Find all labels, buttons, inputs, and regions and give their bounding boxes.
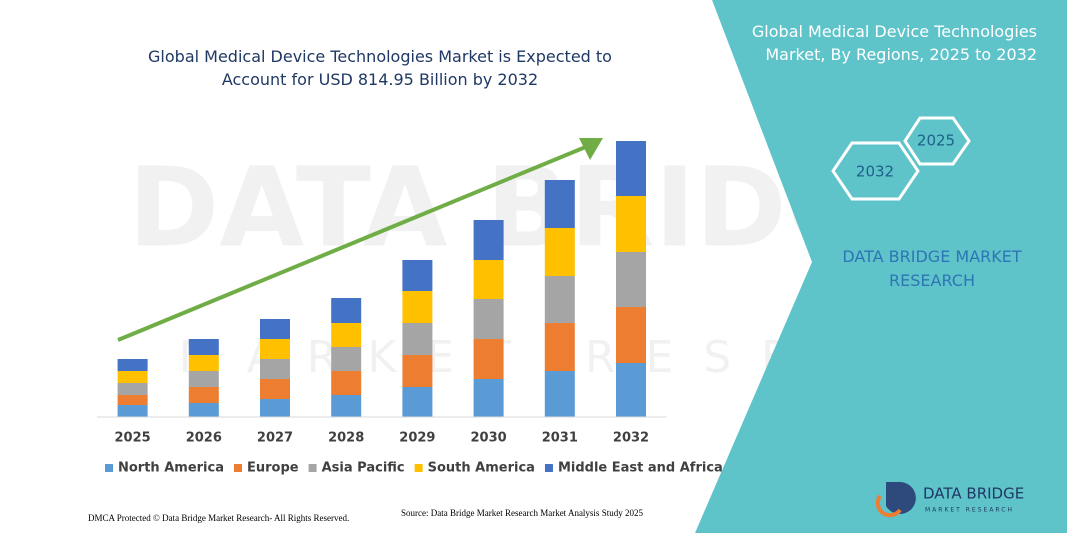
legend-swatch — [308, 464, 317, 472]
chart-title-1: Global Medical Device Technologies Marke… — [148, 47, 612, 89]
bar-segment — [616, 141, 646, 196]
bar-segment — [616, 196, 646, 252]
x-tick-label: 2032 — [613, 431, 649, 446]
bar-segment — [402, 260, 433, 291]
x-tick-label: 2031 — [542, 431, 578, 446]
bar-segment — [188, 387, 219, 403]
legend-label: Asia Pacific — [322, 461, 405, 476]
legend-swatch — [414, 464, 423, 472]
trend-arrowhead — [579, 138, 603, 160]
bar-segment — [260, 319, 290, 339]
x-tick-label: 2029 — [399, 431, 435, 446]
bar-segment — [260, 359, 290, 379]
bar-segment — [331, 347, 362, 371]
bar-segment — [117, 359, 148, 371]
legend-label: South America — [428, 461, 535, 476]
brand: DATA BRIDGE MARKET RESEARCH — [842, 247, 1022, 290]
hex-label: 2032 — [856, 163, 894, 181]
bar-segment — [117, 405, 148, 417]
legend-swatch — [544, 464, 553, 472]
side-panel — [695, 0, 1067, 533]
bar-segment — [402, 323, 433, 355]
bar-segment — [616, 307, 646, 363]
bar-segment — [544, 371, 575, 417]
bar-segment — [117, 371, 148, 383]
bar-segment — [544, 228, 575, 276]
bar-segment — [473, 379, 504, 417]
logo-name: DATA BRIDGE — [923, 485, 1024, 503]
bar-segment — [188, 339, 219, 355]
bar-segment — [544, 180, 575, 228]
bar-segment — [331, 323, 362, 347]
legend-swatch — [105, 464, 113, 472]
x-tick-label: 2027 — [257, 431, 293, 446]
x-tick-label: 2025 — [115, 431, 151, 446]
hexagon — [831, 141, 920, 201]
bar-segment — [402, 355, 433, 387]
bar-segment — [260, 339, 290, 359]
source: Source: Data Bridge Market Research Mark… — [401, 508, 643, 518]
bar-segment — [260, 379, 290, 399]
bar-segment — [402, 291, 433, 323]
panel-title: Global Medical Device Technologies Market… — [752, 22, 1037, 64]
bar-segment — [331, 298, 362, 323]
x-tick-label: 2030 — [471, 431, 507, 446]
bar-segment — [473, 339, 504, 379]
copyright: DMCA Protected © Data Bridge Market Rese… — [88, 513, 349, 523]
logo-icon — [886, 482, 916, 514]
bar-segment — [260, 399, 290, 417]
bar-segment — [331, 371, 362, 395]
bar-segment — [188, 403, 219, 417]
legend-label: North America — [118, 461, 224, 476]
legend-label: Middle East and Africa — [558, 461, 723, 476]
bar-segment — [473, 220, 504, 260]
x-tick-label: 2026 — [186, 431, 222, 446]
bar-segment — [331, 395, 362, 417]
logo-tagline: MARKET RESEARCH — [925, 507, 1014, 514]
bar-segment — [188, 371, 219, 387]
logo-icon — [875, 494, 902, 518]
bar-segment — [117, 383, 148, 395]
bar-segment — [616, 363, 646, 417]
bar-segment — [616, 252, 646, 307]
hexagon — [903, 116, 971, 166]
trend-arrow — [117, 144, 589, 342]
bar-segment — [544, 323, 575, 371]
hex-label: 2025 — [917, 132, 955, 150]
bar-segment — [473, 260, 504, 299]
legend-swatch — [234, 464, 242, 472]
bar-segment — [473, 299, 504, 339]
bar-segment — [544, 276, 575, 323]
bar-segment — [402, 387, 433, 417]
legend-label: Europe — [247, 461, 299, 476]
x-tick-label: 2028 — [328, 431, 364, 446]
bar-segment — [188, 355, 219, 371]
bar-segment — [117, 395, 148, 405]
